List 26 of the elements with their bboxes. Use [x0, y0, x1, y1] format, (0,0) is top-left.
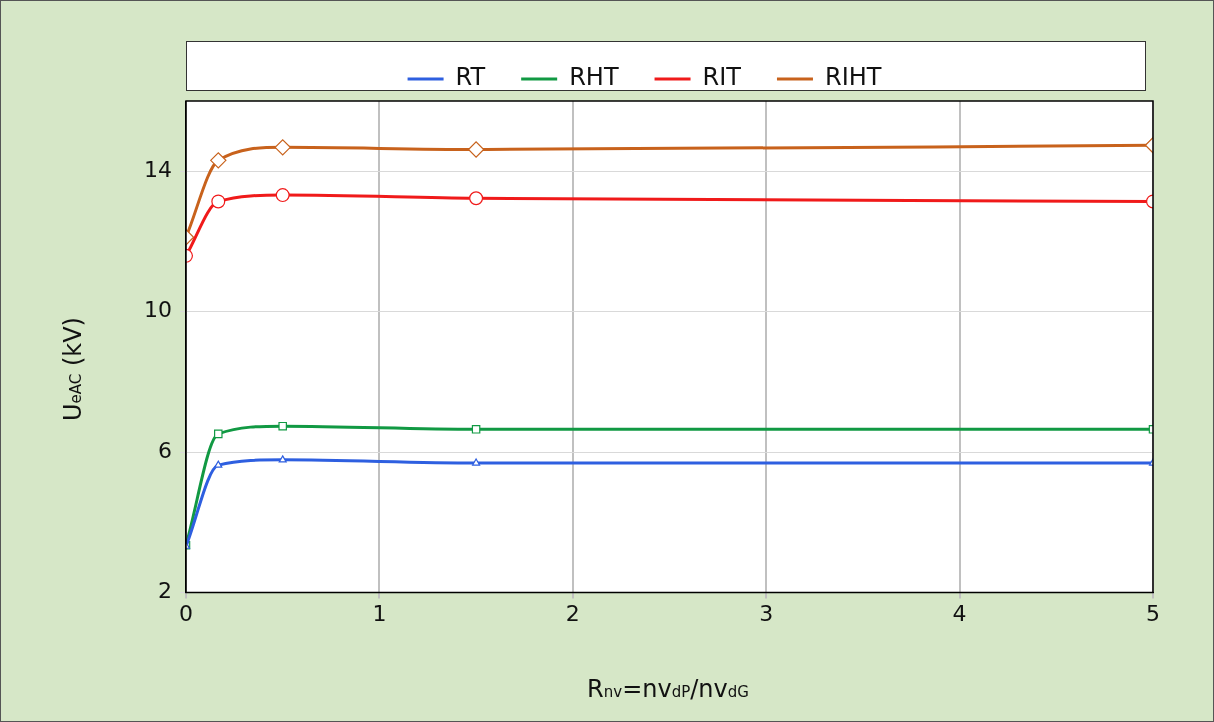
point [210, 152, 227, 169]
point [214, 429, 223, 439]
point [278, 421, 287, 431]
x-tick-label: 0 [178, 600, 193, 626]
point [278, 455, 287, 463]
point [471, 425, 481, 434]
x-tick-label: 2 [565, 600, 580, 626]
y-tick-label: 2 [157, 578, 172, 604]
y-tick-label: 6 [157, 437, 172, 463]
point [214, 460, 223, 468]
x-tick-label: 5 [1146, 600, 1160, 626]
legend-label: RIT [702, 63, 742, 92]
legend-label: RHT [569, 63, 619, 92]
legend-label: RIHT [824, 63, 882, 92]
point [472, 458, 481, 466]
y-tick-label: 10 [143, 297, 172, 323]
point [274, 139, 291, 156]
x-tick-label: 3 [759, 600, 774, 626]
point [469, 191, 484, 206]
point [211, 194, 226, 209]
point [467, 141, 485, 158]
x-tick-label: 1 [372, 600, 387, 626]
x-tick-label: 4 [952, 600, 967, 626]
point [275, 188, 290, 203]
y-tick-label: 14 [143, 156, 172, 182]
legend-label: RT [455, 63, 486, 92]
